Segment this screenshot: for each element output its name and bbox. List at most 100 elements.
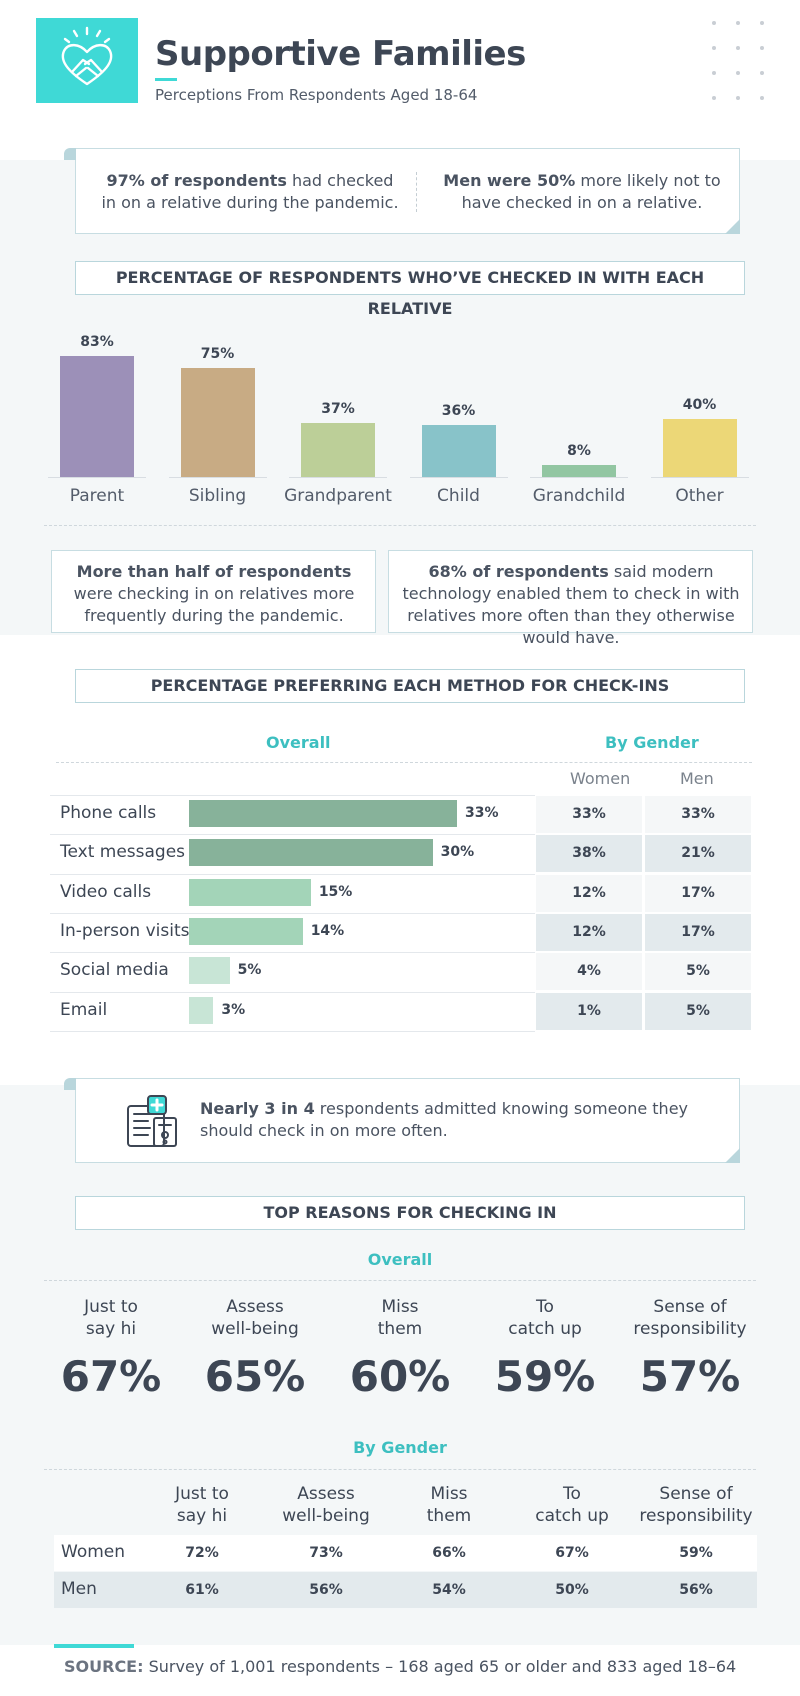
- method-label: Text messages: [60, 842, 186, 863]
- women-cell: 38%: [536, 835, 642, 873]
- bar-parent: [60, 356, 134, 477]
- row-divider: [50, 873, 535, 875]
- bar-value-label: 40%: [682, 396, 717, 413]
- by-gender-column-header: By Gender: [605, 733, 699, 752]
- row-divider: [50, 912, 535, 914]
- gender-table-cell: 56%: [679, 1581, 713, 1598]
- reason-label: Assess well-being: [211, 1297, 299, 1339]
- method-bar: [189, 878, 311, 906]
- bar-category-label: Child: [437, 486, 480, 506]
- bar-value-label: 8%: [567, 443, 591, 460]
- method-label: Social media: [60, 960, 169, 981]
- row-divider: [50, 952, 535, 954]
- reasons-section-title: TOP REASONS FOR CHECKING IN: [75, 1196, 745, 1230]
- baseline: [530, 477, 628, 478]
- bar-grandparent: [301, 423, 375, 477]
- reason-percent: 60%: [349, 1352, 451, 1401]
- reason-label: Sense of responsibility: [633, 1297, 747, 1339]
- method-label: Phone calls: [60, 803, 157, 823]
- method-bar: [189, 917, 303, 945]
- gender-table-cell: 72%: [185, 1545, 219, 1561]
- bar-category-label: Grandchild: [532, 486, 626, 506]
- gender-table-cell: 67%: [555, 1545, 589, 1561]
- method-bar-value: 33%: [465, 805, 499, 821]
- bar-category-label: Other: [675, 486, 724, 506]
- logo: [36, 18, 138, 103]
- gender-table-cell: 59%: [679, 1545, 713, 1561]
- method-label: Email: [60, 999, 108, 1020]
- method-bar: [189, 957, 230, 985]
- gender-table-cell: 61%: [185, 1581, 219, 1598]
- reasons-divider: [44, 1469, 756, 1470]
- women-column-header: Women: [570, 769, 631, 788]
- bar-value-label: 75%: [200, 345, 235, 362]
- bar-value-label: 83%: [80, 334, 114, 350]
- men-column-header: Men: [680, 769, 714, 788]
- callout-left-text: 97% of respondents had checked in on a r…: [101, 171, 399, 212]
- reasons-overall-header: Overall: [367, 1250, 433, 1269]
- gender-row-label: Men: [61, 1578, 97, 1599]
- method-bar-value: 3%: [221, 1001, 246, 1018]
- section-divider: [44, 525, 756, 526]
- bar-other: [662, 418, 737, 477]
- method-bar: [189, 996, 214, 1024]
- gender-table-header: Miss them: [426, 1484, 472, 1526]
- men-cell: 17%: [645, 874, 751, 912]
- callout-card: [388, 550, 753, 633]
- bar-child: [421, 424, 496, 477]
- callout-card: [75, 1078, 740, 1163]
- reasons-gender-header: By Gender: [353, 1438, 447, 1457]
- gender-table-header: Just to say hi: [175, 1484, 229, 1526]
- gender-table-row: [54, 1571, 757, 1608]
- men-cell: 5%: [645, 992, 751, 1030]
- men-cell: 17%: [645, 913, 751, 951]
- gender-table-row: [54, 1535, 757, 1571]
- callout-right-text: Men were 50% more likely not to have che…: [443, 171, 721, 212]
- women-cell: 12%: [536, 913, 642, 951]
- men-cell: 21%: [645, 835, 751, 873]
- reason-label: To catch up: [508, 1297, 582, 1339]
- bar-value-label: 37%: [321, 401, 355, 418]
- reasons-divider: [44, 1280, 756, 1281]
- men-cell: 33%: [645, 796, 751, 833]
- overall-column-header: Overall: [266, 733, 331, 752]
- gender-table-header: Assess well-being: [282, 1484, 370, 1526]
- women-cell: 1%: [536, 992, 642, 1030]
- bar-category-label: Sibling: [188, 486, 247, 506]
- bar-value-label: 36%: [441, 402, 476, 419]
- baseline: [650, 477, 749, 478]
- method-bar-value: 15%: [318, 883, 353, 900]
- row-divider: [50, 834, 535, 836]
- callout-divider: [416, 172, 417, 212]
- row-divider: [50, 1030, 535, 1032]
- row-divider: [50, 991, 535, 993]
- source-note: SOURCE: Survey of 1,001 respondents – 16…: [64, 1657, 737, 1676]
- gender-table-cell: 50%: [555, 1581, 589, 1598]
- bar-category-label: Parent: [69, 486, 125, 506]
- page-subtitle: Perceptions From Respondents Aged 18-64: [155, 86, 478, 104]
- gender-table-header: To catch up: [535, 1484, 609, 1526]
- gender-table-cell: 56%: [309, 1581, 343, 1598]
- card-tab: [64, 1078, 76, 1090]
- women-cell: 33%: [536, 796, 642, 833]
- method-bar: [189, 839, 433, 867]
- bar-category-label: Grandparent: [284, 486, 392, 506]
- medical-chart-icon: [124, 1094, 182, 1154]
- reason-label: Miss them: [377, 1297, 423, 1339]
- card-fold: [725, 1148, 740, 1163]
- table-divider: [56, 762, 752, 763]
- method-label: In-person visits: [60, 920, 190, 941]
- footer-accent: [54, 1644, 134, 1648]
- method-bar: [189, 800, 457, 827]
- callout-right-text: 68% of respondents said modern technolog…: [402, 562, 740, 647]
- title-underline: [155, 78, 177, 81]
- gender-table-cell: 66%: [432, 1545, 466, 1561]
- gender-table-header: Sense of responsibility: [639, 1484, 753, 1526]
- baseline: [409, 477, 508, 478]
- reason-label: Just to say hi: [84, 1297, 138, 1339]
- bar-sibling: [180, 367, 255, 477]
- reason-percent: 57%: [639, 1352, 741, 1401]
- callout-card: [75, 148, 740, 234]
- men-cell: 5%: [645, 953, 751, 991]
- women-cell: 12%: [536, 874, 642, 912]
